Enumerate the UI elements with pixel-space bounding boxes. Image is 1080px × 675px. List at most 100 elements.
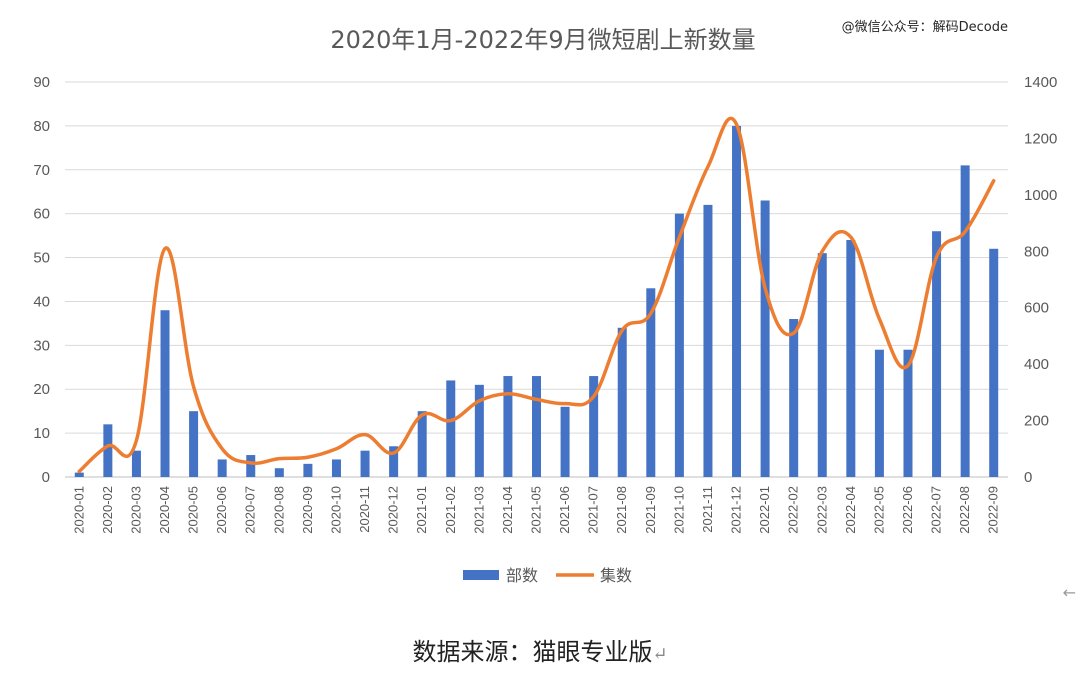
- bar-2020-10: [331, 459, 341, 477]
- bar-2021-03: [474, 384, 484, 477]
- return-mark: ↵: [652, 644, 668, 665]
- legend: 部数 集数: [463, 566, 632, 585]
- bar-2022-08: [960, 165, 970, 477]
- bar-2022-09: [989, 248, 999, 477]
- bar-2021-08: [617, 327, 627, 477]
- bar-2021-04: [503, 376, 513, 477]
- x-tick-label: 2020-11: [357, 486, 372, 533]
- bar-2022-01: [760, 200, 770, 477]
- left-tick-label: 60: [33, 206, 50, 223]
- x-tick-label: 2020-02: [100, 486, 115, 534]
- bar-2020-07: [246, 455, 256, 477]
- right-tick-label: 200: [1024, 413, 1049, 430]
- grid-lines: [65, 81, 1008, 478]
- legend-label-line: 集数: [600, 566, 632, 585]
- left-axis: 0 10 20 30 40 50 60 70 80 90: [33, 74, 50, 486]
- bar-2022-04: [846, 240, 856, 477]
- x-tick-label: 2020-12: [386, 486, 401, 534]
- x-tick-label: 2021-12: [729, 486, 744, 534]
- right-axis: 0 200 400 600 800 1000 1200 1400: [1024, 74, 1057, 486]
- bar-2020-05: [189, 411, 199, 477]
- source-text: 数据来源：猫眼专业版: [412, 638, 653, 666]
- bar-2020-02: [103, 424, 113, 477]
- left-tick-label: 20: [33, 381, 50, 398]
- bar-2021-09: [646, 288, 656, 477]
- x-tick-label: 2022-08: [957, 486, 972, 534]
- x-tick-label: 2021-08: [614, 486, 629, 534]
- legend-label-bars: 部数: [506, 566, 538, 585]
- x-tick-label: 2020-05: [186, 486, 201, 534]
- bar-2022-07: [932, 231, 942, 477]
- left-tick-label: 10: [33, 425, 50, 442]
- x-tick-label: 2021-05: [529, 486, 544, 534]
- x-tick-label: 2020-04: [157, 486, 172, 534]
- x-tick-label: 2021-09: [643, 486, 658, 534]
- x-tick-label: 2021-06: [557, 486, 572, 534]
- x-tick-label: 2022-07: [929, 486, 944, 534]
- line-episodes: [77, 116, 996, 474]
- left-tick-label: 80: [33, 118, 50, 135]
- x-tick-label: 2020-06: [214, 486, 229, 534]
- x-tick-label: 2022-05: [871, 486, 886, 534]
- left-tick-label: 30: [33, 337, 50, 354]
- x-tick-label: 2022-09: [986, 486, 1001, 534]
- left-tick-label: 90: [33, 74, 50, 91]
- source-note: 数据来源：猫眼专业版↵: [0, 632, 1080, 667]
- bar-series: [74, 125, 999, 477]
- x-tick-label: 2022-02: [786, 486, 801, 534]
- bar-2021-07: [589, 376, 599, 477]
- left-tick-label: 70: [33, 162, 50, 179]
- x-tick-label: 2020-07: [243, 486, 258, 534]
- bar-2022-05: [874, 349, 884, 477]
- chart-title: 2020年1月-2022年9月微短剧上新数量: [330, 26, 755, 54]
- bar-2021-11: [703, 204, 713, 477]
- x-tick-label: 2022-04: [843, 486, 858, 534]
- bar-2021-05: [532, 376, 541, 477]
- bar-2020-09: [303, 463, 313, 477]
- bar-2022-03: [817, 253, 827, 477]
- x-tick-label: 2021-10: [671, 486, 686, 534]
- right-tick-label: 1000: [1024, 187, 1057, 204]
- left-tick-label: 40: [33, 293, 50, 310]
- left-tick-label: 0: [42, 469, 50, 486]
- bar-2021-12: [732, 125, 742, 477]
- bar-2020-08: [274, 468, 284, 477]
- line-series: [77, 116, 996, 474]
- bar-2022-02: [789, 319, 799, 477]
- x-tick-label: 2022-06: [900, 486, 915, 534]
- bar-2020-12: [389, 446, 399, 477]
- bar-2022-06: [903, 349, 913, 477]
- x-tick-label: 2020-01: [71, 486, 86, 534]
- x-tick-label: 2021-02: [443, 486, 458, 534]
- x-tick-label: 2022-01: [757, 486, 772, 534]
- right-tick-label: 1400: [1024, 74, 1057, 91]
- bar-2021-01: [417, 411, 427, 477]
- bar-2020-03: [131, 450, 141, 477]
- bar-2020-01: [74, 472, 84, 477]
- bar-2021-10: [674, 213, 684, 477]
- x-tick-label: 2020-08: [271, 486, 286, 534]
- side-arrow-mark: ←: [1062, 583, 1076, 602]
- right-tick-label: 600: [1024, 300, 1049, 317]
- x-tick-label: 2021-01: [414, 486, 429, 534]
- bar-2020-04: [160, 310, 170, 477]
- x-tick-label: 2021-07: [586, 486, 601, 534]
- x-tick-label: 2021-11: [700, 486, 715, 533]
- bar-2021-06: [560, 406, 570, 477]
- x-tick-label: 2020-09: [300, 486, 315, 534]
- x-tick-label: 2020-10: [328, 486, 343, 534]
- watermark: @微信公众号：解码Decode: [842, 20, 1008, 35]
- x-tick-label: 2021-03: [471, 486, 486, 534]
- x-tick-label: 2021-04: [500, 486, 515, 534]
- bar-2020-11: [360, 450, 370, 477]
- left-tick-label: 50: [33, 250, 50, 267]
- right-tick-label: 0: [1024, 469, 1032, 486]
- bar-2021-02: [446, 380, 456, 477]
- legend-swatch-bars: [463, 570, 499, 580]
- x-axis: 2020-01 2020-02 2020-03 2020-04 2020-05 2020-…: [71, 486, 1000, 534]
- x-tick-label: 2020-03: [128, 486, 143, 534]
- right-tick-label: 400: [1024, 356, 1049, 373]
- x-tick-label: 2022-03: [814, 486, 829, 534]
- bar-2020-06: [217, 459, 227, 477]
